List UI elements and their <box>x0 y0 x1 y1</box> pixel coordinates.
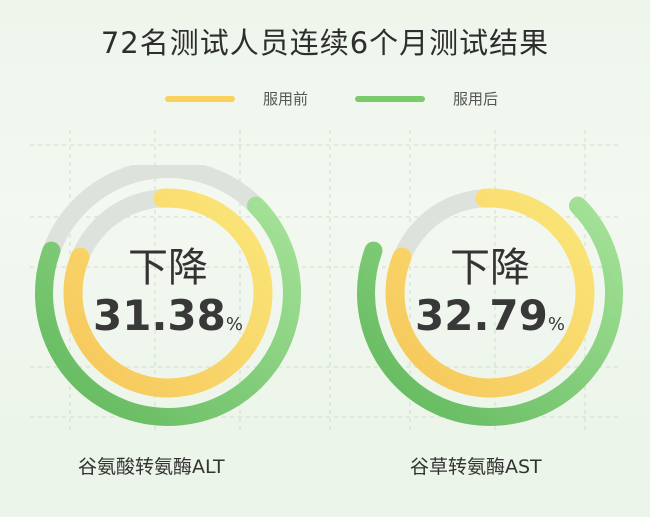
legend-label-before: 服用前 <box>263 90 309 108</box>
after-arc <box>35 196 301 426</box>
donut-chart-ast: 下降 32.79% <box>350 165 630 435</box>
center-value-ast: 32.79 <box>415 291 548 340</box>
before-arc <box>385 188 595 398</box>
center-label-ast: 下降 <box>450 245 530 291</box>
legend-before: 服用前 <box>165 88 308 109</box>
before-arc <box>63 188 273 398</box>
caption-ast: 谷草转氨酶AST <box>410 456 542 478</box>
center-unit-ast: % <box>547 314 565 335</box>
donut-svg-ast <box>357 188 623 426</box>
legend-swatch-before <box>165 95 235 102</box>
center-unit-alt: % <box>225 314 243 335</box>
donut-svg-alt <box>35 160 301 426</box>
donut-chart-alt: 下降 31.38% <box>28 160 308 435</box>
center-label-alt: 下降 <box>128 245 208 291</box>
caption-alt: 谷氨酸转氨酶ALT <box>78 456 225 478</box>
center-value-alt: 31.38 <box>93 291 226 340</box>
legend-label-after: 服用后 <box>453 90 499 108</box>
after-arc <box>357 196 623 426</box>
legend-swatch-after <box>355 95 425 102</box>
page-title: 72名测试人员连续6个月测试结果 <box>100 26 550 60</box>
legend-after: 服用后 <box>355 88 498 109</box>
